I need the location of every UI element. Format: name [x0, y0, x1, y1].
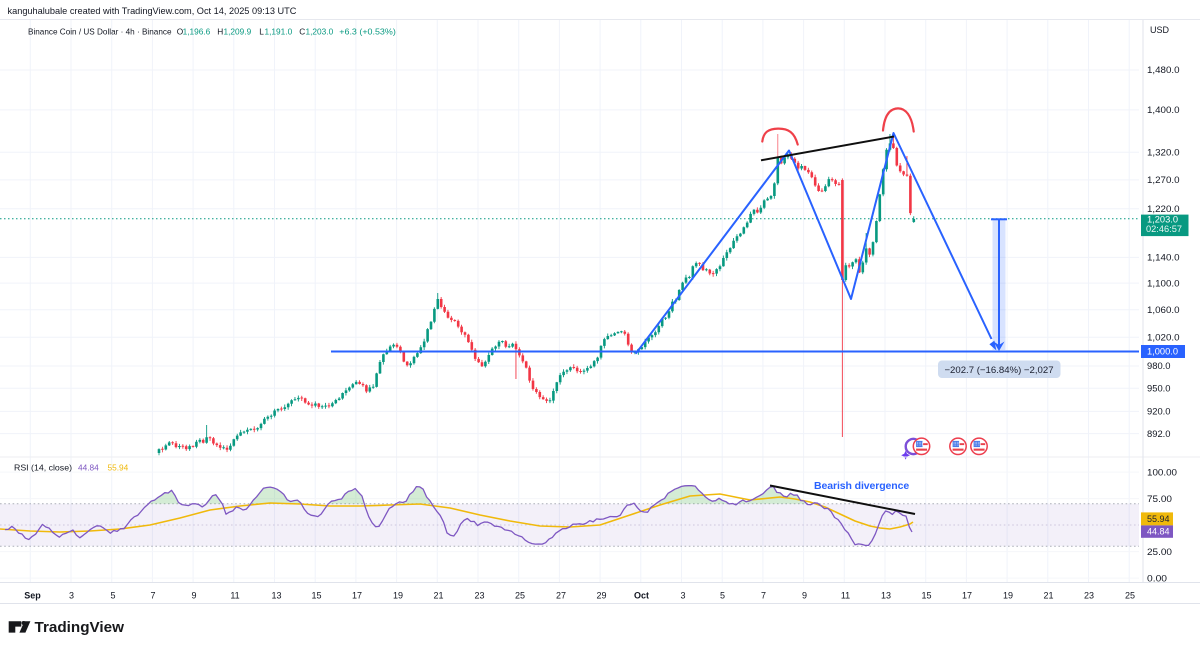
svg-text:1,480.0: 1,480.0 [1147, 65, 1180, 75]
svg-text:3: 3 [69, 591, 74, 601]
svg-text:21: 21 [1043, 591, 1053, 601]
svg-text:5: 5 [720, 591, 725, 601]
svg-text:23: 23 [1084, 591, 1094, 601]
svg-text:75.00: 75.00 [1147, 494, 1172, 504]
svg-text:Bearish divergence: Bearish divergence [814, 480, 909, 492]
svg-text:15: 15 [311, 591, 321, 601]
svg-text:1,000.0: 1,000.0 [1147, 347, 1178, 357]
svg-text:H: H [217, 27, 223, 37]
svg-text:25: 25 [1125, 591, 1135, 601]
svg-text:17: 17 [352, 591, 362, 601]
svg-text:+6.3 (+0.53%): +6.3 (+0.53%) [339, 27, 396, 37]
svg-text:27: 27 [556, 591, 566, 601]
svg-text:1,196.6: 1,196.6 [183, 27, 211, 37]
svg-text:7: 7 [150, 591, 155, 601]
svg-text:1,140.0: 1,140.0 [1147, 253, 1180, 263]
svg-text:892.0: 892.0 [1147, 429, 1171, 439]
svg-text:L: L [259, 27, 264, 37]
svg-text:02:46:57: 02:46:57 [1146, 224, 1182, 234]
svg-text:15: 15 [921, 591, 931, 601]
svg-text:11: 11 [841, 591, 850, 601]
svg-text:1,209.9: 1,209.9 [224, 27, 252, 37]
svg-text:44.84: 44.84 [78, 463, 99, 473]
svg-text:RSI (14, close): RSI (14, close) [14, 463, 72, 473]
svg-text:Binance Coin / US Dollar · 4h: Binance Coin / US Dollar · 4h · Binance [28, 27, 172, 37]
svg-text:920.0: 920.0 [1147, 407, 1171, 417]
svg-text:1,060.0: 1,060.0 [1147, 305, 1180, 315]
svg-text:TradingView: TradingView [35, 620, 125, 636]
svg-text:1,191.0: 1,191.0 [265, 27, 293, 37]
svg-text:0.00: 0.00 [1147, 573, 1167, 583]
svg-text:1,220.0: 1,220.0 [1147, 204, 1180, 214]
svg-text:3: 3 [680, 591, 685, 601]
svg-text:1,100.0: 1,100.0 [1147, 278, 1180, 288]
svg-text:kanguhalubale created with Tra: kanguhalubale created with TradingView.c… [8, 6, 297, 16]
svg-text:25.00: 25.00 [1147, 547, 1172, 557]
svg-text:1,270.0: 1,270.0 [1147, 175, 1180, 185]
svg-text:1,203.0: 1,203.0 [1147, 214, 1178, 224]
svg-text:23: 23 [474, 591, 484, 601]
svg-text:Sep: Sep [24, 591, 41, 601]
svg-text:100.00: 100.00 [1147, 467, 1177, 477]
svg-text:9: 9 [802, 591, 807, 601]
svg-text:19: 19 [1003, 591, 1013, 601]
svg-text:13: 13 [271, 591, 281, 601]
svg-text:5: 5 [110, 591, 115, 601]
svg-text:O: O [177, 27, 184, 37]
svg-text:7: 7 [761, 591, 766, 601]
svg-text:44.84: 44.84 [1147, 527, 1170, 537]
svg-text:13: 13 [881, 591, 891, 601]
svg-text:55.94: 55.94 [1147, 514, 1170, 524]
svg-text:1,320.0: 1,320.0 [1147, 147, 1180, 157]
svg-text:−202.7 (−16.84%) −2,027: −202.7 (−16.84%) −2,027 [944, 365, 1053, 376]
svg-text:9: 9 [191, 591, 196, 601]
svg-text:1,203.0: 1,203.0 [306, 27, 334, 37]
svg-text:55.94: 55.94 [108, 463, 129, 473]
svg-text:1,020.0: 1,020.0 [1147, 333, 1180, 343]
svg-text:25: 25 [515, 591, 525, 601]
svg-text:C: C [299, 27, 305, 37]
svg-text:21: 21 [433, 591, 443, 601]
svg-text:17: 17 [962, 591, 972, 601]
svg-text:29: 29 [596, 591, 606, 601]
svg-text:11: 11 [230, 591, 239, 601]
svg-text:19: 19 [393, 591, 403, 601]
svg-text:980.0: 980.0 [1147, 361, 1171, 371]
svg-text:Oct: Oct [634, 591, 649, 601]
svg-text:1,400.0: 1,400.0 [1147, 105, 1180, 115]
svg-text:950.0: 950.0 [1147, 384, 1171, 394]
svg-text:USD: USD [1150, 25, 1170, 35]
